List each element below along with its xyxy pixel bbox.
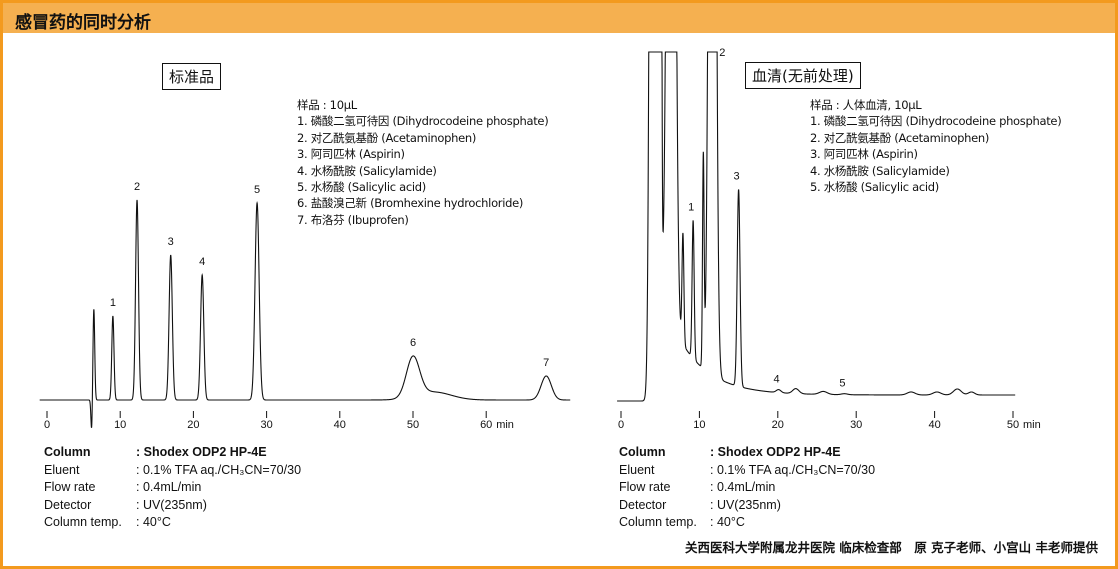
condition-value: : 40°C (710, 515, 745, 529)
peak-label: 4 (774, 374, 780, 386)
x-tick-label: 20 (187, 419, 199, 431)
condition-row: Column temp. : 40°C (44, 514, 444, 532)
x-tick-label: 30 (260, 419, 272, 431)
peak-label: 4 (199, 256, 205, 268)
condition-row: Flow rate : 0.4mL/min (44, 479, 444, 497)
condition-row: Detector : UV(235nm) (44, 497, 444, 515)
right-conditions: Column : Shodex ODP2 HP-4E Eluent : 0.1% TF… (619, 444, 1019, 532)
chromatogram-trace (617, 51, 1016, 402)
x-tick-label: 50 (1007, 419, 1019, 431)
peak-label: 3 (168, 236, 174, 248)
condition-value: : Shodex ODP2 HP-4E (136, 445, 267, 459)
legend-item: 样品 : 人体血清, 10μL (810, 98, 922, 112)
left-conditions: Column : Shodex ODP2 HP-4E Eluent : 0.1% TF… (44, 444, 444, 532)
condition-row: Flow rate : 0.4mL/min (619, 479, 1019, 497)
condition-row: Eluent : 0.1% TFA aq./CH₃CN=70/30 (44, 462, 444, 480)
condition-value: : 0.1% TFA aq./CH₃CN=70/30 (710, 462, 876, 477)
peak-label: 7 (543, 357, 549, 369)
legend-item: 5. 水杨酸 (Salicylic acid) (810, 180, 939, 195)
condition-row: Column temp. : 40°C (619, 514, 1019, 532)
condition-key: Eluent (44, 462, 80, 477)
x-tick-label: 30 (850, 419, 862, 431)
legend-item: 3. 阿司匹林 (Aspirin) (297, 147, 405, 162)
condition-key: Flow rate (619, 480, 671, 494)
condition-row: Eluent : 0.1% TFA aq./CH₃CN=70/30 (619, 462, 1019, 480)
left-chart-title: 标准品 (162, 63, 222, 90)
x-tick-label: 60 (480, 419, 492, 431)
condition-value: : 0.4mL/min (710, 480, 776, 494)
legend-item: 2. 对乙酰氨基酚 (Acetaminophen) (810, 130, 990, 145)
x-tick-label: 40 (928, 419, 940, 431)
condition-key: Column (44, 445, 91, 459)
legend-item: 样品 : 10μL (297, 98, 357, 112)
chromatogram-trace (39, 199, 571, 428)
page-title: 感冒药的同时分析 (15, 13, 151, 33)
credit-line: 关西医科大学附属龙井医院 临床检查部 原 克子老师、小宫山 丰老师提供 (684, 540, 1098, 555)
peak-label: 2 (719, 47, 725, 59)
x-tick-label: 50 (407, 419, 419, 431)
peak-label: 1 (110, 297, 116, 309)
peak-label: 5 (254, 184, 260, 196)
condition-value: : 0.4mL/min (136, 480, 202, 494)
legend-item: 7. 布洛芬 (Ibuprofen) (297, 212, 409, 227)
x-tick-label: 40 (334, 419, 346, 431)
x-tick-label: 0 (618, 419, 624, 431)
condition-key: Detector (619, 497, 667, 512)
peak-label: 2 (134, 181, 140, 193)
legend-item: 2. 对乙酰氨基酚 (Acetaminophen) (297, 130, 477, 145)
condition-key: Column (619, 445, 666, 459)
condition-value: : UV(235nm) (136, 497, 207, 512)
peak-label: 6 (410, 337, 416, 349)
condition-value: : 0.1% TFA aq./CH₃CN=70/30 (136, 462, 302, 477)
x-tick-label: 20 (772, 419, 784, 431)
condition-value: : 40°C (136, 515, 171, 529)
x-axis-unit: min (496, 419, 514, 431)
condition-row: Detector : UV(235nm) (619, 497, 1019, 515)
condition-key: Flow rate (44, 480, 96, 494)
x-tick-label: 10 (693, 419, 705, 431)
peak-label: 5 (839, 378, 845, 390)
legend-item: 4. 水杨酰胺 (Salicylamide) (810, 163, 950, 178)
legend-item: 6. 盐酸溴己新 (Bromhexine hydrochloride) (297, 196, 524, 211)
condition-key: Column temp. (44, 515, 122, 529)
peak-label: 1 (688, 201, 694, 213)
condition-value: : Shodex ODP2 HP-4E (710, 445, 841, 459)
legend-item: 1. 磷酸二氢可待因 (Dihydrocodeine phosphate) (297, 114, 549, 129)
condition-key: Eluent (619, 462, 655, 477)
legend-item: 5. 水杨酸 (Salicylic acid) (297, 180, 426, 195)
left-legend: 样品 : 10μL 1. 磷酸二氢可待因 (Dihydrocodeine pho… (297, 97, 549, 228)
condition-value: : UV(235nm) (710, 497, 781, 512)
x-tick-label: 10 (114, 419, 126, 431)
right-chart-title: 血清(无前处理) (745, 62, 861, 89)
x-axis-unit: min (1023, 419, 1041, 431)
condition-row: Column : Shodex ODP2 HP-4E (44, 444, 444, 462)
condition-key: Detector (44, 497, 92, 512)
legend-item: 3. 阿司匹林 (Aspirin) (810, 147, 918, 162)
condition-row: Column : Shodex ODP2 HP-4E (619, 444, 1019, 462)
header-bar: 感冒药的同时分析 (3, 3, 1115, 33)
legend-item: 1. 磷酸二氢可待因 (Dihydrocodeine phosphate) (810, 114, 1062, 129)
right-legend: 样品 : 人体血清, 10μL 1. 磷酸二氢可待因 (Dihydrocodei… (810, 97, 1062, 195)
condition-key: Column temp. (619, 515, 697, 529)
legend-item: 4. 水杨酰胺 (Salicylamide) (297, 163, 437, 178)
peak-label: 3 (734, 170, 740, 182)
x-tick-label: 0 (44, 419, 50, 431)
